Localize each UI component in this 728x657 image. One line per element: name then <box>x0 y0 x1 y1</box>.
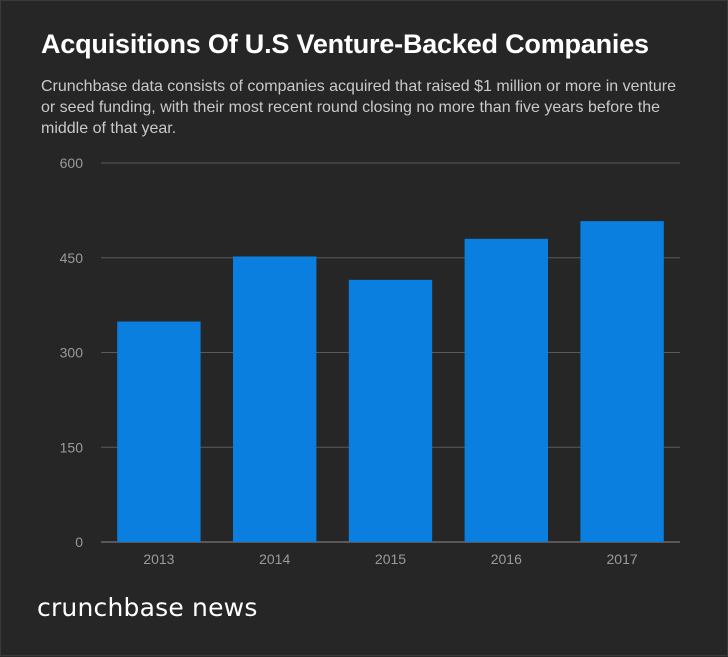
bar-2015 <box>348 279 433 542</box>
y-tick-label: 450 <box>60 250 84 266</box>
x-tick-label: 2014 <box>259 551 290 567</box>
chart-subtitle: Crunchbase data consists of companies ac… <box>41 78 676 137</box>
x-tick-label: 2017 <box>607 551 638 567</box>
y-tick-label: 600 <box>60 155 84 171</box>
brand-logo: crunchbase news <box>37 593 258 622</box>
bar-2017 <box>580 221 664 542</box>
chart-title: Acquisitions Of U.S Venture-Backed Compa… <box>41 29 649 59</box>
bar-2014 <box>233 256 317 542</box>
bar-2013 <box>117 321 201 542</box>
y-tick-label: 150 <box>60 439 84 455</box>
bar-2016 <box>464 238 548 543</box>
x-tick-label: 2013 <box>143 551 174 567</box>
y-tick-label: 0 <box>75 534 83 550</box>
x-tick-label: 2015 <box>375 551 406 567</box>
y-tick-label: 300 <box>60 345 84 361</box>
x-tick-label: 2016 <box>491 551 522 567</box>
